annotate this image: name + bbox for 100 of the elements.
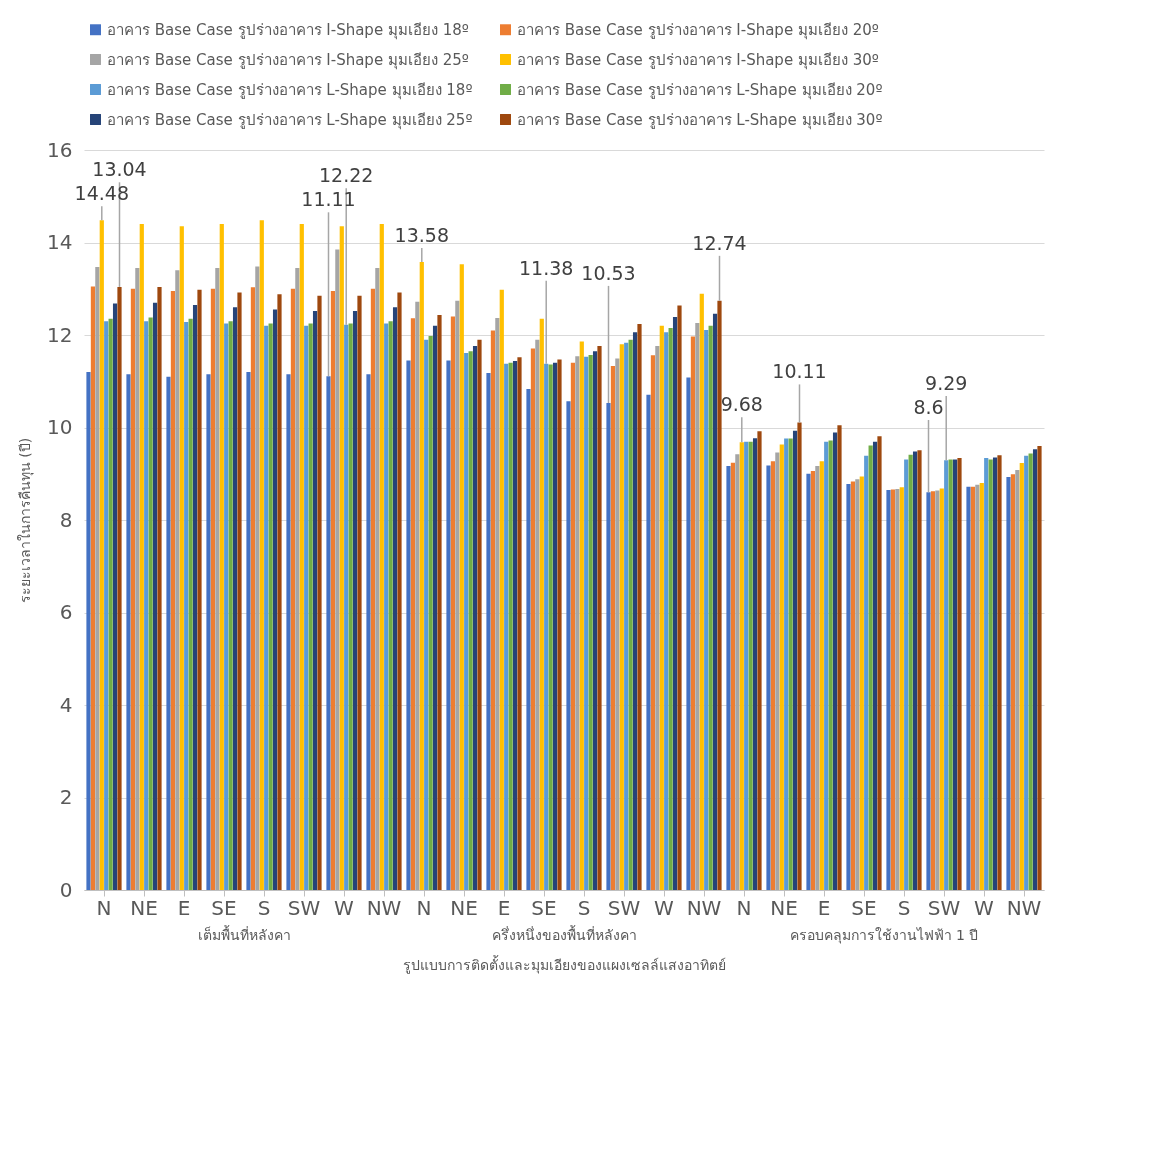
- x-axis-title: รูปแบบการติดตั้งและมุมเอียงของแผงเซลล์แสงอาทิตย์: [403, 954, 726, 974]
- bar: [730, 462, 736, 890]
- bar: [704, 329, 709, 890]
- bar: [557, 359, 562, 890]
- bar: [375, 267, 380, 890]
- bar: [228, 321, 233, 890]
- x-tick-label: NW: [1006, 895, 1042, 920]
- bar: [144, 321, 149, 890]
- bar: [130, 288, 136, 890]
- bar: [552, 362, 558, 890]
- bar: [495, 317, 500, 890]
- bar: [672, 316, 678, 890]
- bar: [686, 377, 691, 890]
- x-tick-label: E: [177, 895, 191, 920]
- bar: [175, 270, 180, 890]
- bar: [344, 324, 349, 890]
- bar: [868, 445, 873, 890]
- x-tick-label: S: [577, 895, 591, 920]
- bar: [890, 489, 896, 890]
- bar: [450, 316, 456, 890]
- legend-label: อาคาร Base Case รูปร่างอาคาร I-Shape มุมเอียง 18º: [107, 20, 469, 40]
- bar: [837, 425, 842, 890]
- bar: [486, 372, 491, 890]
- bar: [810, 470, 816, 890]
- bar: [712, 313, 718, 890]
- y-tick-label: 16: [47, 137, 73, 162]
- bar: [1024, 455, 1029, 890]
- bar: [975, 484, 980, 890]
- y-tick-label: 4: [59, 692, 73, 717]
- bar: [508, 362, 513, 890]
- bar: [806, 473, 811, 890]
- y-tick-label: 12: [47, 322, 73, 347]
- bar: [1006, 476, 1011, 890]
- bar: [752, 438, 758, 890]
- data-label: 11.11: [301, 188, 356, 211]
- bar: [392, 307, 398, 890]
- bar: [739, 442, 744, 890]
- x-tick-label: W: [974, 895, 995, 920]
- text: ครึ่งหนึ่งของพื้นที่หลังคา: [491, 925, 637, 943]
- x-tick-label: NW: [686, 895, 722, 920]
- bar: [668, 328, 673, 890]
- bar: [544, 363, 549, 890]
- bar: [446, 360, 451, 890]
- y-tick-label: 0: [59, 877, 73, 902]
- bar: [597, 346, 602, 890]
- bar: [935, 490, 940, 890]
- bar: [997, 455, 1002, 890]
- bar: [397, 292, 402, 890]
- bar: [335, 249, 340, 890]
- bar: [415, 301, 420, 890]
- bar: [370, 288, 376, 890]
- bar: [277, 294, 282, 890]
- bar: [135, 267, 140, 890]
- bar: [539, 318, 544, 890]
- bar: [650, 355, 656, 890]
- bar: [775, 452, 780, 890]
- bar: [308, 323, 313, 890]
- bar: [219, 224, 224, 890]
- bar: [490, 330, 496, 890]
- bar: [575, 356, 580, 890]
- data-label: 9.68: [720, 393, 763, 416]
- x-tick-label: NE: [130, 895, 158, 920]
- bar: [477, 339, 482, 890]
- bar: [504, 363, 509, 890]
- bar: [224, 323, 229, 890]
- y-tick-label: 2: [59, 785, 73, 809]
- bar: [899, 487, 904, 890]
- bar: [290, 288, 296, 890]
- bar: [179, 226, 184, 890]
- bar: [188, 318, 193, 890]
- data-label: 12.22: [319, 164, 374, 187]
- bar: [379, 224, 384, 890]
- bar: [832, 432, 838, 890]
- bar: [472, 346, 478, 890]
- bar: [819, 461, 824, 890]
- bar: [588, 354, 593, 890]
- text: ครอบคลุมการใช้งานไฟฟ้า 1 ปี: [789, 927, 979, 944]
- bar: [677, 305, 682, 890]
- bar: [148, 317, 153, 890]
- legend-label: อาคาร Base Case รูปร่างอาคาร L-Shape มุมเอียง 20º: [517, 80, 883, 100]
- bar: [432, 325, 438, 890]
- bar: [779, 444, 784, 890]
- data-label: 10.11: [772, 360, 827, 383]
- bar: [339, 226, 344, 890]
- x-tick-label: N: [416, 895, 432, 920]
- bar: [192, 304, 198, 890]
- bar: [268, 323, 273, 890]
- bar: [966, 486, 971, 890]
- legend-label: อาคาร Base Case รูปร่างอาคาร I-Shape มุมเอียง 25º: [107, 50, 469, 70]
- bar: [406, 360, 411, 890]
- bar: [437, 315, 442, 890]
- bar: [295, 267, 300, 890]
- x-tick-label: SW: [607, 895, 641, 920]
- bar: [864, 455, 869, 890]
- bar: [708, 325, 713, 890]
- x-tick-label: SW: [287, 895, 321, 920]
- x-tick-label: SE: [531, 895, 557, 920]
- bar: [855, 479, 860, 890]
- bar: [570, 362, 576, 890]
- bar: [606, 402, 611, 890]
